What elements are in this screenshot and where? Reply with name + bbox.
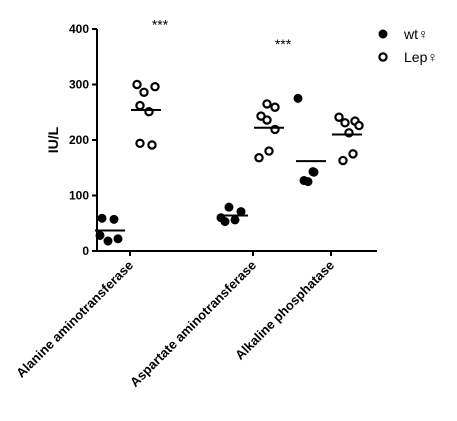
data-point-lep: [270, 102, 280, 112]
data-point-wt: [309, 167, 319, 177]
y-tick-label: 100: [69, 189, 89, 203]
y-tick-label: 0: [82, 244, 89, 258]
data-point-lep: [132, 79, 142, 90]
x-category-label: Alanine aminotransferase: [13, 258, 136, 381]
data-point-lep: [150, 82, 160, 92]
data-point-lep: [254, 153, 264, 163]
significance-annotation: ***: [152, 17, 169, 33]
data-point-lep: [340, 118, 350, 128]
legend-marker-lep: [378, 52, 388, 62]
data-point-wt: [303, 177, 313, 187]
axes: 0 100 200 300 400 IU/L Alanine aminotransferas…: [13, 22, 377, 390]
data-point-wt: [95, 230, 105, 240]
data-marks: *** ***: [95, 17, 364, 246]
data-point-wt: [113, 234, 123, 244]
y-tick-label: 300: [69, 78, 89, 92]
data-point-wt: [109, 214, 119, 224]
y-tick-label: 400: [69, 22, 89, 36]
legend-marker-wt: [378, 29, 388, 39]
data-point-wt: [103, 236, 113, 246]
data-point-lep: [264, 146, 274, 156]
data-point-lep: [262, 99, 272, 109]
data-point-lep: [338, 155, 348, 166]
data-point-wt: [220, 217, 230, 227]
significance-annotation: ***: [275, 36, 292, 52]
legend: wt♀ Lep♀: [378, 26, 438, 65]
data-point-lep: [135, 138, 145, 149]
data-point-lep: [139, 87, 149, 97]
legend-label: Lep♀: [404, 49, 438, 65]
legend-label: wt♀: [403, 26, 429, 42]
data-point-lep: [147, 140, 157, 150]
y-tick-label: 200: [69, 133, 89, 147]
data-point-lep: [262, 115, 272, 125]
data-point-wt: [97, 213, 107, 223]
data-point-wt: [236, 207, 246, 217]
x-category-label: Aspartate aminotransferase: [127, 258, 259, 390]
data-point-lep: [135, 100, 145, 111]
data-point-wt: [230, 215, 240, 225]
data-point-wt: [224, 202, 234, 212]
y-axis-label: IU/L: [45, 126, 61, 153]
data-point-lep: [354, 120, 364, 131]
data-point-lep: [334, 112, 344, 122]
data-point-wt: [293, 93, 303, 103]
data-point-lep: [348, 149, 358, 159]
